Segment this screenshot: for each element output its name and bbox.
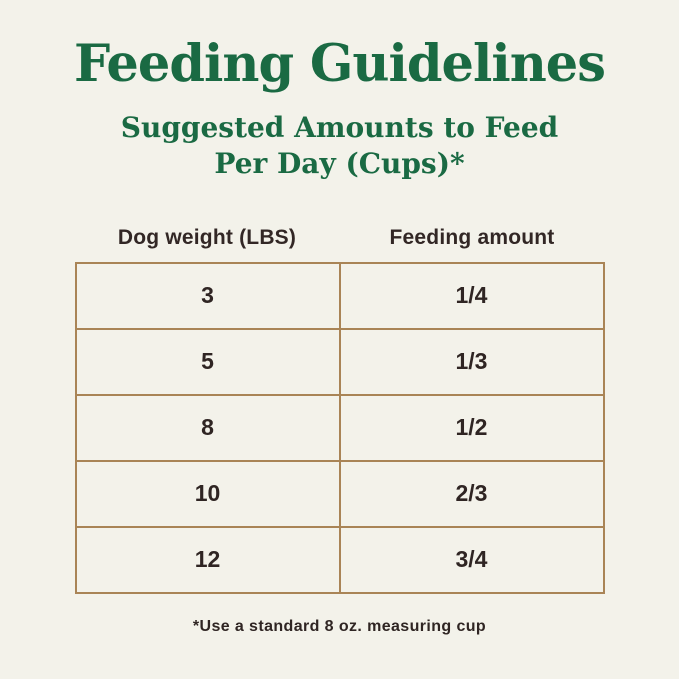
feeding-table-body: 3 1/4 5 1/3 8 1/2 10 2/3 12 3/4 — [74, 261, 605, 594]
page-title: Feeding Guidelines — [74, 34, 606, 94]
cell-dog-weight: 12 — [74, 525, 341, 594]
page-subtitle: Suggested Amounts to Feed Per Day (Cups)… — [0, 110, 679, 182]
cell-feeding-amount: 1/2 — [338, 393, 605, 462]
table-row: 8 1/2 — [74, 393, 605, 462]
feeding-table: 3 1/4 5 1/3 8 1/2 10 2/3 12 3/4 — [74, 261, 605, 594]
column-header-dog-weight: Dog weight (LBS) — [117, 225, 297, 249]
table-row: 10 2/3 — [74, 459, 605, 528]
table-column-headers: Dog weight (LBS) Feeding amount — [75, 226, 605, 250]
table-row: 5 1/3 — [74, 327, 605, 396]
cell-feeding-amount: 2/3 — [338, 459, 605, 528]
footnote: *Use a standard 8 oz. measuring cup — [192, 617, 487, 635]
cell-feeding-amount: 1/4 — [338, 261, 605, 330]
subtitle-line-1: Suggested Amounts to Feed — [120, 111, 559, 145]
column-header-feeding-amount: Feeding amount — [389, 225, 555, 249]
cell-dog-weight: 5 — [74, 327, 341, 396]
cell-dog-weight: 3 — [74, 261, 341, 330]
table-row: 12 3/4 — [74, 525, 605, 594]
cell-feeding-amount: 3/4 — [338, 525, 605, 594]
subtitle-line-2: Per Day (Cups)* — [214, 146, 465, 180]
table-row: 3 1/4 — [74, 261, 605, 330]
cell-dog-weight: 8 — [74, 393, 341, 462]
cell-feeding-amount: 1/3 — [338, 327, 605, 396]
cell-dog-weight: 10 — [74, 459, 341, 528]
